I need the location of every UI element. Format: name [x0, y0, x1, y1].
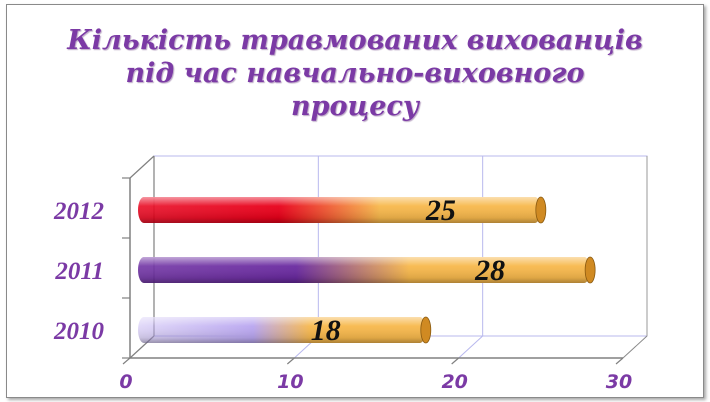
- x-tick-label-20: 20: [441, 371, 467, 393]
- back-wall: [153, 155, 648, 337]
- bar-2012: [138, 196, 547, 224]
- floor-gridline-20: [458, 335, 484, 359]
- data-label-2010: 18: [311, 314, 341, 347]
- tick-labels: 0 10 20 30 2012 2011 2010: [53, 198, 632, 393]
- x-tick-label-10: 10: [277, 371, 303, 393]
- chart-title-line-3: процесу: [291, 91, 419, 122]
- bar-cap-2012: [535, 196, 547, 224]
- bar-shading-2011: [138, 257, 591, 283]
- data-label-2011: 28: [474, 254, 505, 287]
- chart-title-line-2: під час навчально-виховного: [125, 58, 585, 89]
- x-tick-mark-10: [286, 357, 295, 365]
- chart-title-line-1: Кількість травмованих вихованців: [67, 25, 643, 56]
- bar-shading-2012: [138, 197, 541, 223]
- wall-top-edge: [129, 155, 155, 179]
- x-tick-mark-20: [451, 357, 460, 365]
- bar-cap-2011: [584, 256, 596, 284]
- y-tick-label-2012: 2012: [53, 198, 104, 225]
- x-tick-mark-0: [122, 357, 131, 365]
- bars: [138, 196, 596, 344]
- data-label-2012: 25: [425, 194, 456, 227]
- data-labels: 25 28 18: [311, 194, 505, 347]
- bar-shading-2010: [138, 317, 426, 343]
- y-tick-label-2011: 2011: [54, 258, 104, 285]
- chart-title: Кількість травмованих вихованців під час…: [0, 24, 710, 123]
- bar-2010: [138, 316, 432, 344]
- floor-right-edge: [622, 335, 648, 359]
- y-tick-label-2010: 2010: [53, 318, 105, 345]
- bar-cap-2010: [420, 316, 432, 344]
- x-tick-label-0: 0: [119, 371, 132, 393]
- x-tick-mark-30: [615, 357, 624, 365]
- bar-2011: [138, 256, 596, 284]
- x-tick-label-30: 30: [606, 371, 632, 393]
